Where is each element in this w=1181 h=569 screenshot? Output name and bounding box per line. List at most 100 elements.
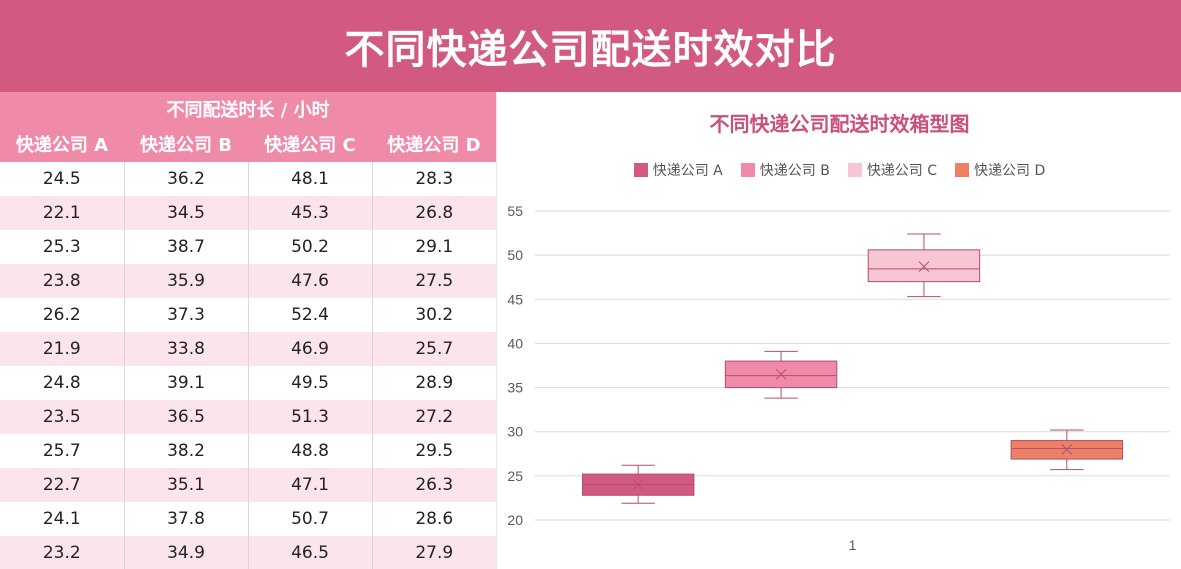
table-cell: 28.6	[372, 502, 497, 536]
legend-item: 快递公司 D	[955, 160, 1045, 180]
table-row: 25.7 38.2 48.8 29.5	[0, 434, 497, 468]
table-cell: 26.8	[372, 196, 497, 230]
x-tick-label: 1	[849, 537, 857, 553]
table-cell: 25.7	[0, 434, 125, 468]
y-tick-label: 35	[507, 380, 523, 396]
y-tick-label: 45	[507, 291, 523, 307]
table-body: 24.5 36.2 48.1 28.3 22.1 34.5 45.3 26.8 25.3 38.7…	[0, 162, 497, 569]
chart-legend: 快递公司 A 快递公司 B 快递公司 C 快递公司 D	[497, 160, 1181, 180]
y-tick-label: 50	[507, 247, 523, 263]
table-cell: 26.2	[0, 298, 125, 332]
y-tick-label: 25	[507, 468, 523, 484]
table-cell: 25.7	[372, 332, 497, 366]
table-cell: 37.3	[124, 298, 249, 332]
y-tick-label: 40	[507, 335, 523, 351]
legend-item: 快递公司 C	[847, 160, 938, 180]
table-cell: 38.7	[124, 230, 249, 264]
chart-title: 不同快递公司配送时效箱型图	[709, 112, 970, 136]
table-cell: 50.7	[248, 502, 373, 536]
mean-marker	[632, 479, 644, 491]
table-row: 24.5 36.2 48.1 28.3	[0, 162, 497, 196]
legend-swatch	[847, 163, 862, 177]
legend-swatch	[955, 163, 970, 177]
legend-label: 快递公司 A	[652, 163, 723, 179]
y-tick-label: 20	[507, 512, 523, 528]
legend-label: 快递公司 C	[866, 163, 938, 179]
mean-marker	[918, 261, 930, 272]
table-cell: 46.5	[248, 536, 373, 569]
table-cell: 23.8	[0, 264, 125, 298]
table-cell: 48.1	[248, 162, 373, 196]
table-cell: 22.7	[0, 468, 125, 502]
table-cell: 47.1	[248, 468, 373, 502]
table-cell: 29.5	[372, 434, 497, 468]
legend-label: 快递公司 D	[974, 163, 1046, 179]
y-tick-label: 30	[507, 424, 523, 440]
mean-marker	[1061, 444, 1073, 455]
legend-swatch	[740, 163, 755, 177]
table-cell: 23.2	[0, 536, 125, 569]
table-row: 23.5 36.5 51.3 27.2	[0, 400, 497, 434]
table-cell: 21.9	[0, 332, 125, 366]
table-row: 26.2 37.3 52.4 30.2	[0, 298, 497, 332]
table-cell: 48.8	[248, 434, 373, 468]
table-cell: 24.5	[0, 162, 125, 196]
column-header: 快递公司 A	[0, 126, 124, 162]
table-cell: 37.8	[124, 502, 249, 536]
table-row: 23.2 34.9 46.5 27.9	[0, 536, 497, 569]
data-table: 不同配送时长 / 小时 快递公司 A 快递公司 B 快递公司 C 快递公司 D 24.…	[0, 92, 497, 569]
table-cell: 50.2	[248, 230, 373, 264]
table-cell: 39.1	[124, 366, 249, 400]
table-cell: 26.3	[372, 468, 497, 502]
data-table-panel: 不同配送时长 / 小时 快递公司 A 快递公司 B 快递公司 C 快递公司 D 24.…	[0, 92, 497, 569]
table-cell: 27.2	[372, 400, 497, 434]
table-cell: 23.5	[0, 400, 125, 434]
table-cell: 27.5	[372, 264, 497, 298]
table-group-header: 不同配送时长 / 小时	[0, 92, 497, 126]
table-row: 25.3 38.7 50.2 29.1	[0, 230, 497, 264]
table-cell: 47.6	[248, 264, 373, 298]
legend-swatch	[633, 163, 648, 177]
column-header: 快递公司 C	[248, 126, 372, 162]
table-cell: 36.2	[124, 162, 249, 196]
y-tick-label: 55	[507, 203, 523, 219]
table-cell: 30.2	[372, 298, 497, 332]
table-cell: 34.5	[124, 196, 249, 230]
legend-label: 快递公司 B	[759, 163, 830, 179]
table-cell: 27.9	[372, 536, 497, 569]
table-cell: 49.5	[248, 366, 373, 400]
table-cell: 36.5	[124, 400, 249, 434]
table-cell: 38.2	[124, 434, 249, 468]
table-cell: 45.3	[248, 196, 373, 230]
chart-plot-area: 20 25 30 35 40 45 50 55 1	[507, 203, 1170, 553]
table-cell: 51.3	[248, 400, 373, 434]
table-cell: 25.3	[0, 230, 125, 264]
table-cell: 24.1	[0, 502, 125, 536]
table-cell: 24.8	[0, 366, 125, 400]
table-cell: 28.3	[372, 162, 497, 196]
table-cell: 35.9	[124, 264, 249, 298]
box	[867, 249, 981, 283]
page-title: 不同快递公司配送时效对比	[344, 27, 837, 73]
table-cell: 34.9	[124, 536, 249, 569]
table-cell: 52.4	[248, 298, 373, 332]
table-cell: 22.1	[0, 196, 125, 230]
legend-item: 快递公司 A	[633, 160, 723, 180]
table-row: 24.8 39.1 49.5 28.9	[0, 366, 497, 400]
legend-item: 快递公司 B	[740, 160, 830, 180]
table-row: 22.1 34.5 45.3 26.8	[0, 196, 497, 230]
column-header: 快递公司 B	[124, 126, 248, 162]
box-plot-chart: 不同快递公司配送时效箱型图 快递公司 A 快递公司 B 快递公司 C 快递公司 D 2…	[496, 92, 1181, 569]
table-row: 24.1 37.8 50.7 28.6	[0, 502, 497, 536]
table-row: 21.9 33.8 46.9 25.7	[0, 332, 497, 366]
table-cell: 46.9	[248, 332, 373, 366]
mean-marker	[775, 368, 787, 380]
table-cell: 33.8	[124, 332, 249, 366]
table-cell: 28.9	[372, 366, 497, 400]
column-header: 快递公司 D	[372, 126, 497, 162]
page-title-banner: 不同快递公司配送时效对比	[0, 0, 1181, 92]
table-cell: 35.1	[124, 468, 249, 502]
table-cell: 29.1	[372, 230, 497, 264]
table-row: 23.8 35.9 47.6 27.5	[0, 264, 497, 298]
table-row: 22.7 35.1 47.1 26.3	[0, 468, 497, 502]
